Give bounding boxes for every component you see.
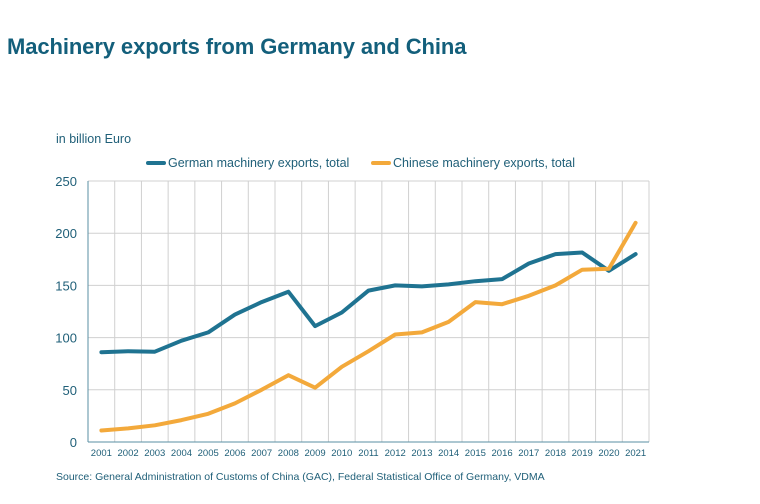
series-lines	[99, 220, 638, 433]
y-tick-label: 100	[55, 331, 77, 346]
x-tick-label: 2012	[385, 448, 406, 459]
chart-title: Machinery exports from Germany and China	[7, 34, 467, 59]
y-tick-label: 0	[70, 435, 77, 450]
x-tick-label: 2013	[411, 448, 432, 459]
legend-label-chinese: Chinese machinery exports, total	[393, 156, 576, 170]
x-tick-label: 2003	[144, 448, 165, 459]
y-tick-label: 50	[63, 383, 77, 398]
x-tick-label: 2007	[251, 448, 272, 459]
axes	[87, 181, 649, 443]
x-tick-label: 2020	[598, 448, 619, 459]
y-tick-label: 150	[55, 278, 77, 293]
x-tick-label: 2004	[171, 448, 192, 459]
y-tick-label: 250	[55, 174, 77, 189]
source-note: Source: General Administration of Custom…	[56, 471, 545, 483]
x-tick-label: 2021	[625, 448, 646, 459]
x-tick-label: 2005	[198, 448, 219, 459]
x-tick-label: 2017	[518, 448, 539, 459]
legend-label-german: German machinery exports, total	[168, 156, 350, 170]
legend-item-german: German machinery exports, total	[146, 156, 349, 170]
legend-swatch-chinese	[371, 161, 391, 165]
grid	[88, 180, 650, 442]
x-tick-labels: 2001 2002 2003 2004 2005 2006 2007 2008 2009 2010…	[91, 448, 646, 459]
x-tick-label: 2014	[438, 448, 459, 459]
x-tick-label: 2010	[331, 448, 352, 459]
legend-item-chinese: Chinese machinery exports, total	[371, 156, 575, 170]
x-tick-label: 2011	[358, 448, 378, 459]
x-tick-label: 2006	[224, 448, 245, 459]
y-tick-label: 200	[55, 226, 77, 241]
y-axis-unit-label: in billion Euro	[56, 132, 132, 146]
x-tick-label: 2008	[278, 448, 299, 459]
x-tick-label: 2001	[91, 448, 112, 459]
x-tick-label: 2019	[572, 448, 593, 459]
x-tick-label: 2009	[305, 448, 326, 459]
legend-swatch-german	[146, 161, 166, 165]
x-tick-label: 2016	[492, 448, 513, 459]
x-tick-label: 2002	[118, 448, 139, 459]
x-tick-label: 2018	[545, 448, 566, 459]
y-tick-labels: 0 50 100 150 200 250	[55, 174, 77, 450]
x-tick-label: 2015	[465, 448, 486, 459]
